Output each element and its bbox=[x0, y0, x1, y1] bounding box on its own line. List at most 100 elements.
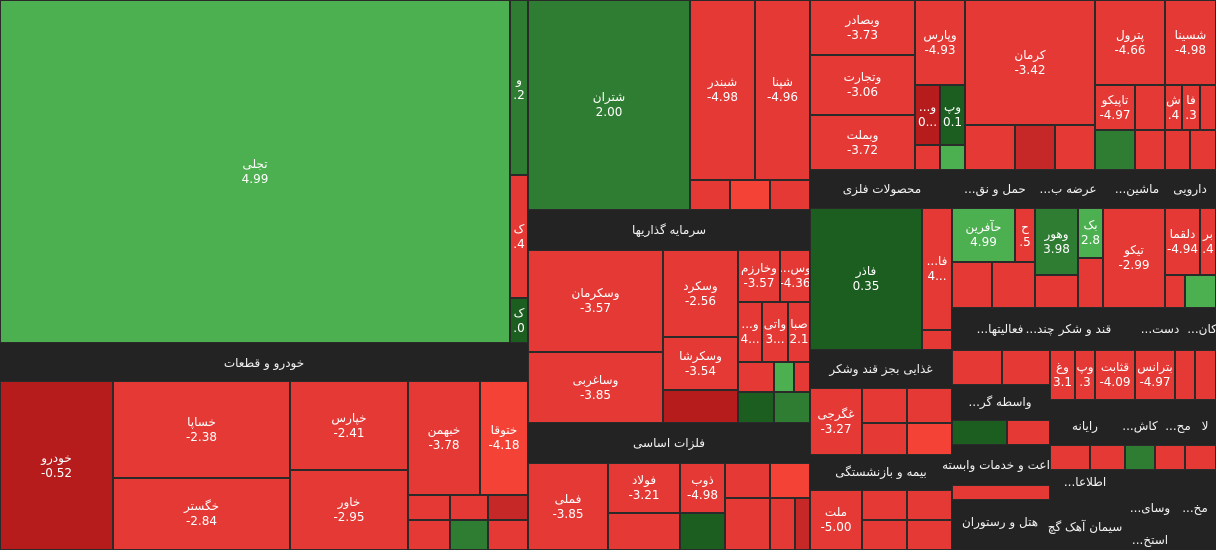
stock-tile bbox=[1015, 125, 1055, 170]
stock-symbol: ختوقا bbox=[490, 423, 518, 437]
stock-tile bbox=[608, 513, 680, 550]
percent-change: -4.97 bbox=[1139, 375, 1171, 389]
stock-symbol: کرمان bbox=[1014, 47, 1046, 62]
percent-change: -0.52 bbox=[40, 465, 73, 480]
stock-tile bbox=[488, 520, 528, 550]
sector-label: فعالیتها... bbox=[976, 322, 1024, 336]
sector-label: عرضه ب... bbox=[1039, 182, 1097, 196]
percent-change: -2.95 bbox=[333, 510, 365, 524]
stock-symbol: وبملت bbox=[846, 127, 879, 142]
stock-symbol: حآفرین bbox=[965, 220, 1002, 234]
stock-tile bbox=[1055, 125, 1095, 170]
percent-change: -2.84 bbox=[185, 514, 218, 528]
stock-symbol: خپارس bbox=[331, 410, 367, 425]
percent-change: -3.85 bbox=[552, 506, 584, 521]
sector-label: رایانه bbox=[1072, 419, 1098, 433]
stock-symbol: پترول bbox=[1115, 27, 1145, 42]
stock-tile bbox=[940, 145, 965, 170]
percent-change: 4.99 bbox=[241, 171, 269, 186]
sector-label: غذایی بجز قند وشکر bbox=[829, 362, 933, 376]
percent-change: -4.98 bbox=[1174, 42, 1207, 57]
percent-change: .0 bbox=[513, 320, 525, 335]
stock-tile: خساپا -2.38 bbox=[113, 381, 290, 478]
stock-tile: فا... 4... bbox=[922, 208, 952, 330]
sector-bar bbox=[528, 210, 810, 250]
stock-tile bbox=[965, 125, 1015, 170]
sector-label: سیمان آهک گچ bbox=[1047, 520, 1123, 534]
sector-bar bbox=[0, 343, 528, 381]
stock-tile: خگستر -2.84 bbox=[113, 478, 290, 550]
sector-bar bbox=[952, 308, 1216, 350]
stock-tile: بر .4 bbox=[1200, 208, 1216, 275]
stock-tile bbox=[952, 262, 992, 308]
stock-symbol: شپنا bbox=[772, 75, 793, 89]
stock-symbol: فا... bbox=[926, 254, 948, 268]
stock-tile bbox=[1185, 275, 1216, 308]
stock-symbol: ک bbox=[513, 305, 525, 320]
stock-symbol: وتجارت bbox=[843, 70, 882, 84]
stock-tile: فولاد -3.21 bbox=[608, 463, 680, 513]
sector-label: سرمایه گذاریها bbox=[631, 223, 707, 237]
percent-change: -3.85 bbox=[579, 387, 612, 402]
stock-tile: و... 4... bbox=[738, 302, 762, 362]
stock-tile bbox=[795, 498, 810, 550]
stock-symbol: وسکرمان bbox=[571, 286, 620, 300]
sector-label: واسطه گر... bbox=[968, 395, 1032, 409]
percent-change: .4 bbox=[1167, 107, 1180, 122]
stock-symbol: واتی bbox=[763, 317, 787, 331]
stock-tile: شبندر -4.98 bbox=[690, 0, 755, 180]
stock-tile: وغ 3.1 bbox=[1050, 350, 1075, 400]
percent-change: -4.96 bbox=[766, 90, 799, 104]
stock-tile bbox=[774, 392, 810, 423]
percent-change: -4.97 bbox=[1099, 107, 1131, 122]
stock-tile: فملی -3.85 bbox=[528, 463, 608, 550]
sector-label: قند و شکر bbox=[1058, 322, 1112, 336]
stock-tile bbox=[770, 180, 810, 210]
stock-tile bbox=[1090, 445, 1125, 470]
stock-tile bbox=[408, 495, 450, 520]
stock-symbol: فاذر bbox=[855, 264, 877, 278]
stock-tile: ختوقا -4.18 bbox=[480, 381, 528, 495]
stock-tile bbox=[408, 520, 450, 550]
stock-symbol: وپ bbox=[943, 100, 962, 114]
stock-symbol: ملت bbox=[824, 505, 848, 519]
stock-symbol: دلقما bbox=[1169, 226, 1196, 241]
sector-label: استخ... bbox=[1131, 533, 1169, 547]
percent-change: 2.8 bbox=[1080, 233, 1101, 247]
sector-label: محصولات فلزی bbox=[842, 182, 922, 196]
stock-symbol: خودرو bbox=[41, 450, 72, 465]
stock-symbol: بر bbox=[1203, 226, 1213, 241]
stock-tile: وسکرد -2.56 bbox=[663, 250, 738, 337]
stock-tile: ک .4 bbox=[510, 175, 528, 298]
stock-tile bbox=[1035, 275, 1078, 308]
sector-label: کان... bbox=[1187, 322, 1216, 336]
percent-change: -4.18 bbox=[488, 438, 520, 452]
sector-label: اطلاعا... bbox=[1063, 475, 1107, 489]
stock-tile: دلقما -4.94 bbox=[1165, 208, 1200, 275]
stock-tile: وسکرشا -3.54 bbox=[663, 337, 738, 390]
stock-tile bbox=[488, 495, 528, 520]
stock-tile: غگرجی -3.27 bbox=[810, 388, 862, 455]
stock-tile: و... 0... bbox=[915, 85, 940, 145]
stock-symbol: تاپیکو bbox=[1101, 92, 1129, 107]
percent-change: -3.73 bbox=[846, 27, 879, 42]
stock-tile bbox=[1165, 130, 1190, 170]
stock-symbol: بترانس bbox=[1137, 360, 1173, 374]
sector-label: هتل و رستوران bbox=[961, 515, 1039, 529]
percent-change: -3.42 bbox=[1014, 62, 1046, 77]
stock-tile bbox=[1165, 275, 1185, 308]
stock-tile: ملت -5.00 bbox=[810, 490, 862, 550]
stock-tile bbox=[1007, 420, 1050, 445]
stock-tile bbox=[862, 388, 907, 423]
stock-tile: ح .5 bbox=[1015, 208, 1035, 262]
percent-change: -4.98 bbox=[686, 488, 719, 502]
stock-tile bbox=[725, 498, 770, 550]
percent-change: -3.57 bbox=[743, 276, 775, 290]
stock-tile: قثابت -4.09 bbox=[1095, 350, 1135, 400]
percent-change: -3.57 bbox=[579, 301, 612, 315]
stock-tile bbox=[907, 388, 952, 423]
stock-symbol: وپارس bbox=[923, 27, 957, 42]
stock-symbol: وغ bbox=[1056, 360, 1069, 374]
stock-tile: واتی 3... bbox=[762, 302, 788, 362]
percent-change: .4 bbox=[1202, 241, 1214, 256]
